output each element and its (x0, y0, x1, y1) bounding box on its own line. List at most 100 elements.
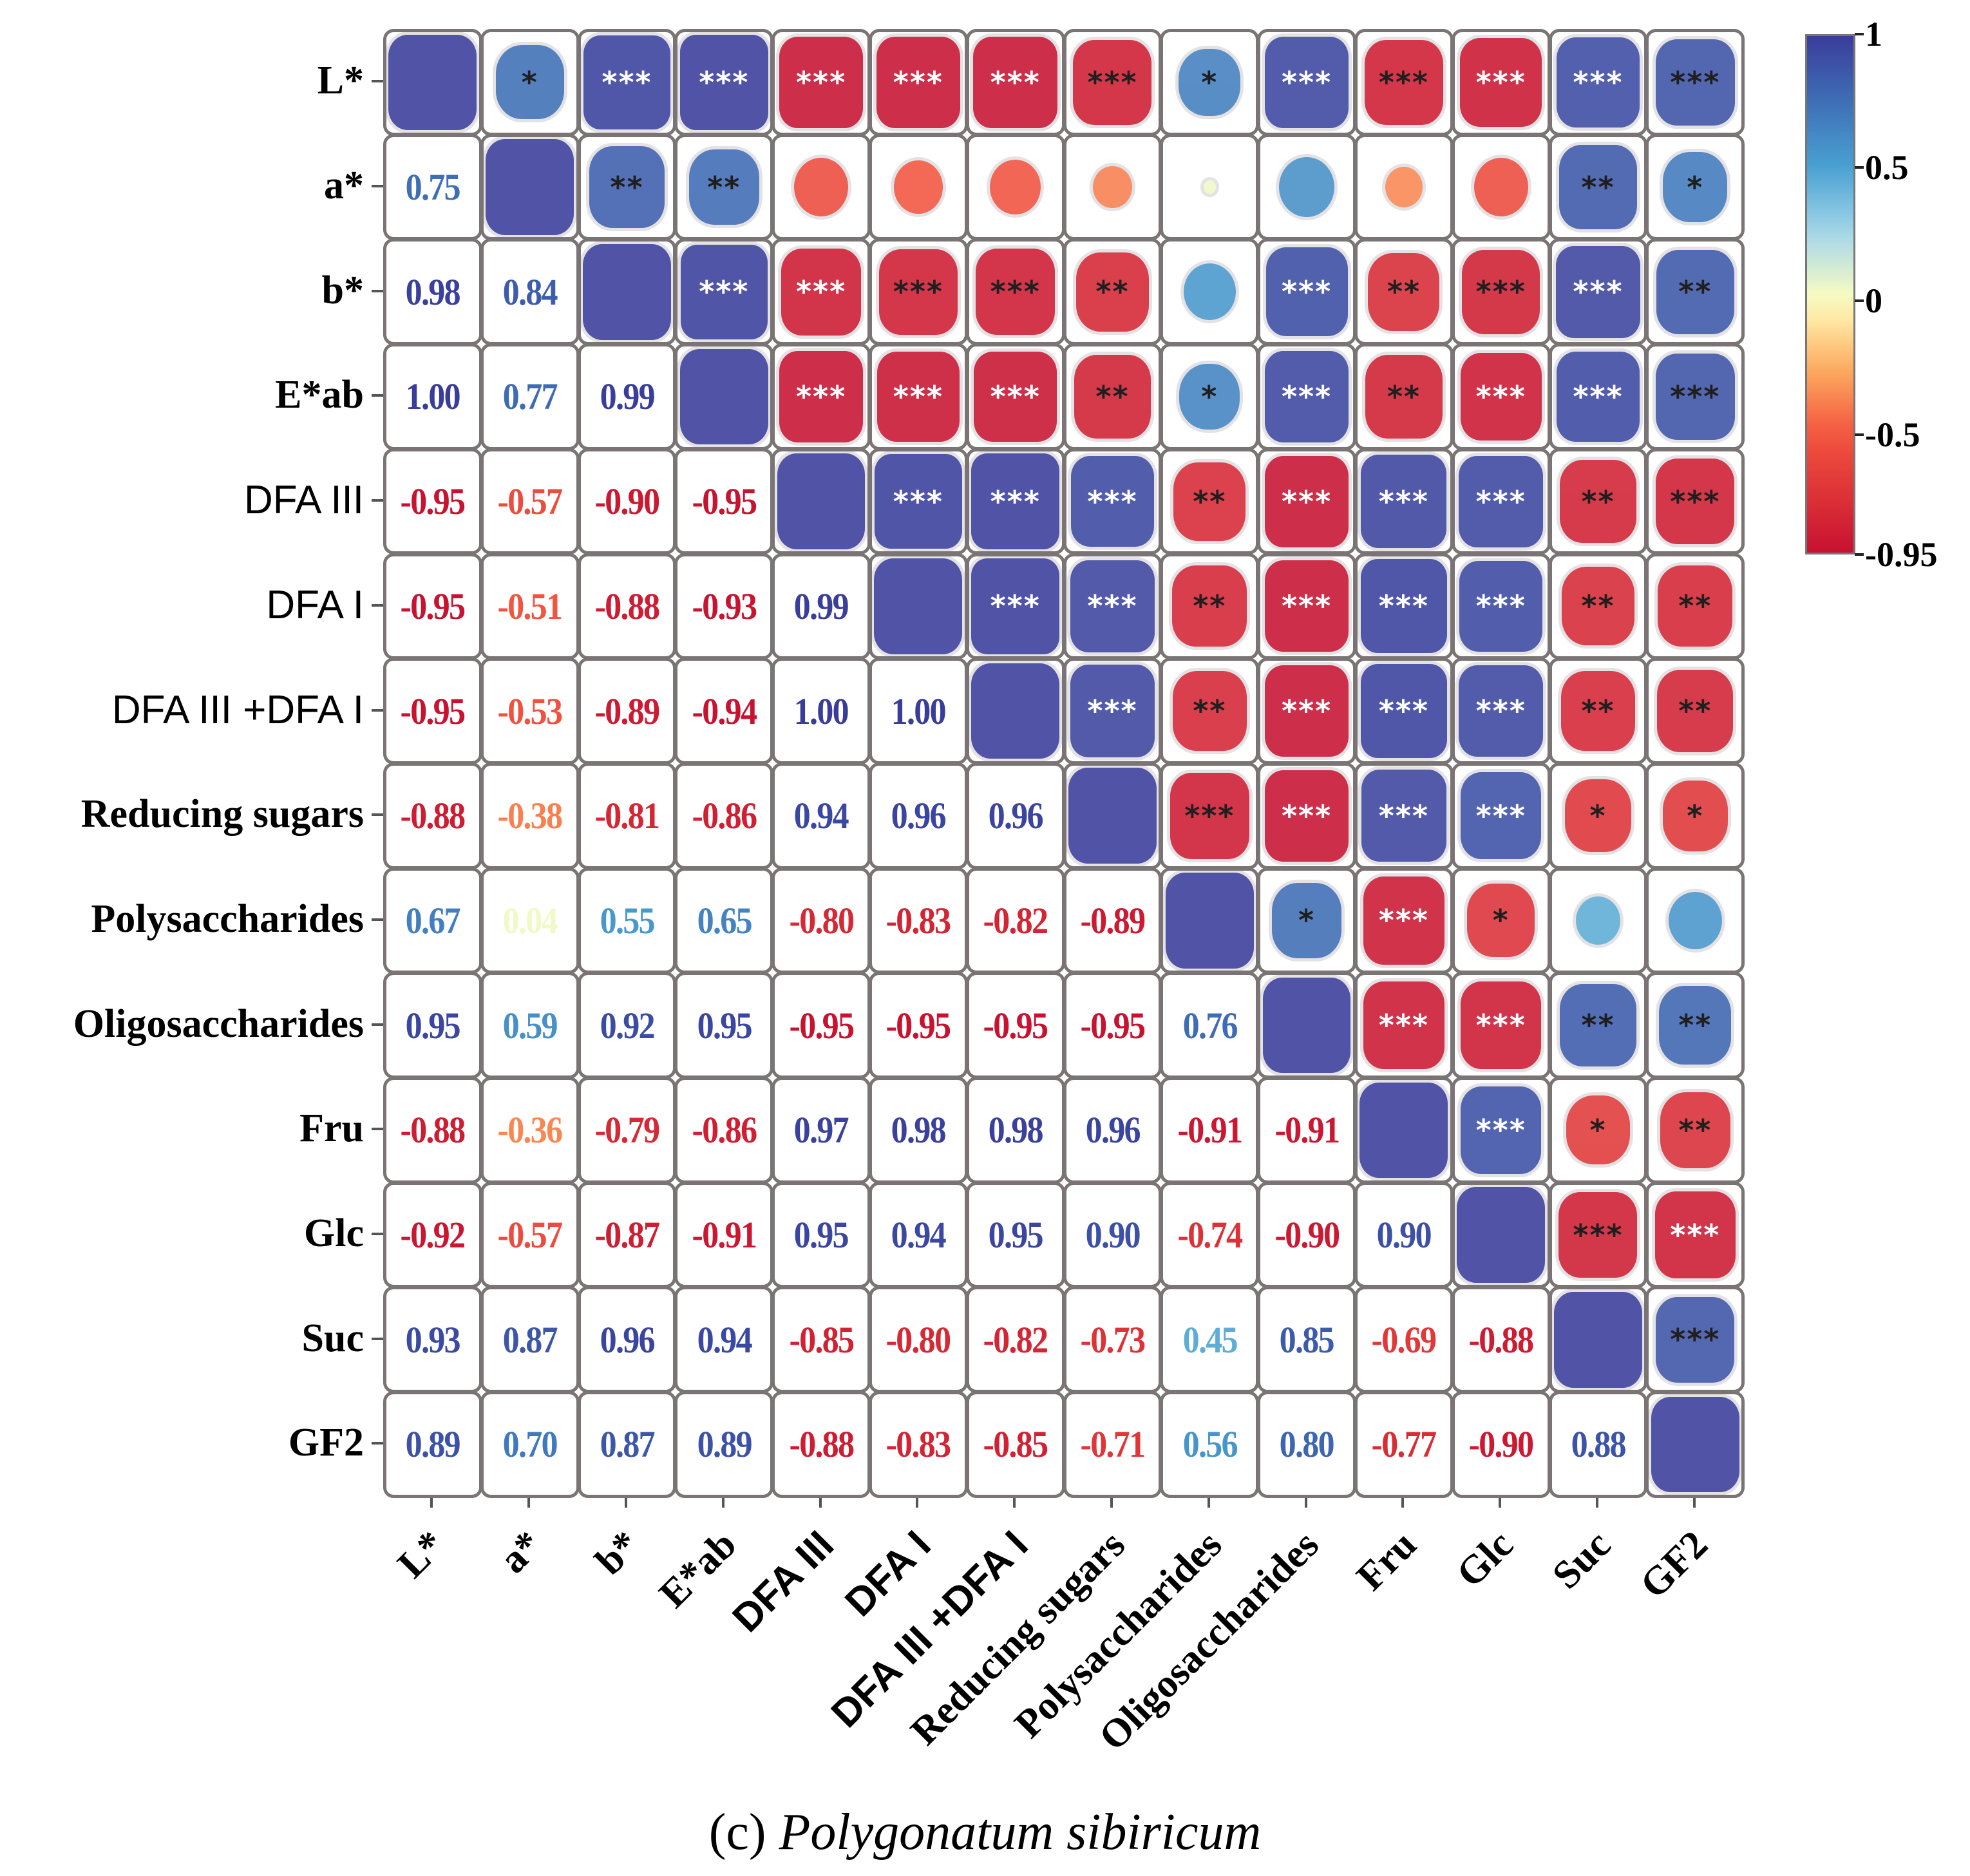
correlation-value: -0.93 (692, 585, 757, 627)
correlation-value: -0.88 (401, 1109, 466, 1151)
colorbar-tick (1855, 553, 1864, 556)
y-tick-mark (372, 1337, 383, 1340)
significance-stars: *** (1281, 798, 1332, 833)
heatmap-cell: -0.81 (577, 762, 677, 869)
heatmap-cell: -0.82 (965, 1286, 1065, 1394)
heatmap-cell (1063, 762, 1162, 869)
correlation-value: 0.96 (600, 1318, 655, 1361)
y-tick-mark (372, 394, 383, 397)
heatmap-cell: 0.99 (772, 553, 871, 660)
heatmap-cell: 0.87 (577, 1391, 677, 1498)
correlation-value: -0.77 (1372, 1423, 1437, 1466)
correlation-value: 0.96 (988, 795, 1044, 837)
y-tick-mark (372, 1233, 383, 1236)
correlation-value: -0.88 (789, 1423, 855, 1466)
row-label: a* (324, 164, 364, 208)
heatmap-cell: -0.87 (577, 1181, 677, 1289)
heatmap-cell: 0.77 (480, 343, 580, 450)
correlation-value: -0.82 (983, 1318, 1049, 1361)
correlation-shape (1385, 167, 1423, 208)
heatmap-cell: 0.94 (869, 1181, 968, 1289)
heatmap-cell: ** (1645, 972, 1745, 1079)
heatmap-cell (383, 29, 482, 136)
heatmap-cell: 0.67 (383, 867, 482, 974)
correlation-shape: *** (583, 35, 670, 129)
heatmap-cell: * (1548, 1077, 1648, 1184)
heatmap-cell: *** (1645, 1181, 1745, 1289)
correlation-value: -0.95 (789, 1004, 855, 1047)
row-label: Suc (301, 1316, 364, 1360)
correlation-shape: *** (1363, 981, 1444, 1070)
diagonal-mark (1554, 1291, 1642, 1388)
heatmap-cell: -0.80 (772, 867, 871, 974)
heatmap-cell: -0.88 (383, 1077, 482, 1184)
column-label: L* (389, 1522, 454, 1587)
correlation-shape: *** (1073, 39, 1152, 126)
caption-label: (c) (708, 1804, 766, 1861)
correlation-shape: *** (1656, 459, 1735, 544)
correlation-shape: *** (1264, 665, 1349, 757)
colorbar-tick (1855, 433, 1864, 436)
correlation-shape: * (1564, 779, 1632, 853)
column-label: GF2 (1631, 1522, 1716, 1607)
correlation-shape: *** (1264, 770, 1349, 862)
correlation-shape: *** (878, 249, 958, 335)
correlation-value: 0.89 (405, 1423, 461, 1466)
correlation-value: -0.89 (594, 690, 661, 732)
heatmap-cell: 0.93 (383, 1286, 482, 1394)
column-label: DFA III (724, 1522, 843, 1641)
correlation-shape: *** (1656, 1296, 1735, 1383)
heatmap-cell: * (480, 29, 580, 136)
colorbar-tick-label: -0.95 (1865, 535, 1938, 574)
heatmap-cell: -0.89 (577, 658, 677, 764)
correlation-value: 0.70 (502, 1423, 558, 1466)
correlation-shape: *** (1460, 352, 1542, 441)
correlation-shape: *** (1363, 876, 1444, 965)
diagonal-mark (1262, 977, 1351, 1074)
colorbar-tick (1855, 166, 1864, 169)
correlation-shape: ** (1172, 565, 1247, 647)
row-label: Oligosaccharides (73, 1001, 364, 1046)
correlation-shape: * (1663, 152, 1728, 222)
significance-stars: *** (1378, 903, 1429, 938)
correlation-value: -0.86 (692, 795, 757, 837)
correlation-value: 0.99 (600, 375, 655, 418)
significance-stars: *** (893, 484, 943, 519)
significance-stars: ** (1678, 1112, 1712, 1148)
heatmap-cell: 0.88 (1548, 1391, 1648, 1498)
significance-stars: *** (1087, 589, 1138, 624)
significance-stars: *** (1475, 589, 1526, 624)
correlation-value: -0.71 (1080, 1423, 1146, 1466)
correlation-value: -0.88 (594, 585, 661, 627)
correlation-shape (1183, 263, 1236, 321)
heatmap-cell (577, 238, 677, 346)
correlation-value: 0.75 (405, 166, 461, 209)
y-tick-mark (372, 1442, 383, 1445)
correlation-shape: *** (971, 453, 1060, 549)
heatmap-cell: -0.86 (674, 1077, 774, 1184)
heatmap-cell: -0.57 (480, 1181, 580, 1289)
correlation-value: -0.53 (497, 690, 564, 732)
correlation-value: -0.79 (594, 1109, 661, 1151)
correlation-shape: ** (1368, 252, 1440, 331)
heatmap-cell: *** (1451, 29, 1551, 136)
row-label: Fru (299, 1106, 364, 1151)
correlation-value: 0.04 (502, 899, 558, 942)
heatmap-cell (1645, 867, 1745, 974)
significance-stars: *** (795, 274, 847, 310)
heatmap-cell (1257, 972, 1356, 1079)
heatmap-cell: *** (1548, 29, 1648, 136)
significance-stars: *** (1475, 379, 1526, 414)
heatmap-cell: 0.94 (674, 1286, 774, 1394)
heatmap-cell: -0.95 (383, 553, 482, 660)
correlation-value: -0.69 (1372, 1318, 1437, 1361)
y-tick-mark (372, 918, 383, 921)
correlation-value: 0.96 (891, 795, 947, 837)
correlation-value: -0.86 (692, 1109, 757, 1151)
correlation-value: -0.82 (983, 899, 1049, 942)
heatmap-cell: -0.90 (577, 448, 677, 555)
column-label: Glc (1448, 1522, 1522, 1596)
heatmap-cell: -0.90 (1257, 1181, 1356, 1289)
correlation-shape: *** (781, 248, 862, 336)
